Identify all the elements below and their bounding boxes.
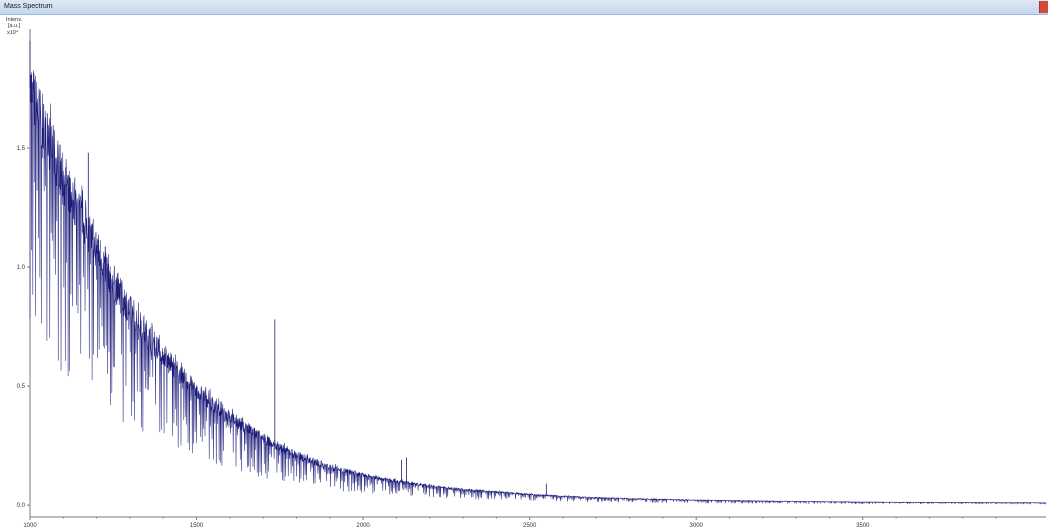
- x-tick-label: 1500: [190, 523, 204, 529]
- y-axis-label-line-1: Intens.: [6, 17, 23, 23]
- window-title: Mass Spectrum: [4, 3, 53, 10]
- y-tick-label: 0.0: [17, 503, 26, 509]
- title-bar[interactable]: Mass Spectrum: [0, 0, 1048, 15]
- y-multiplier: x10⁴: [7, 29, 19, 36]
- close-button[interactable]: [1039, 1, 1048, 13]
- spectrum-plot[interactable]: Intens. [a.u.] x10⁴ 0.0 0.5 1.0 1.5 1000 150…: [0, 15, 1048, 529]
- x-tick-label: 3000: [690, 523, 704, 529]
- x-tick-label: 3500: [856, 523, 870, 529]
- axes: [29, 29, 1046, 518]
- x-tick-label: 2500: [523, 523, 537, 529]
- spectrum-trace: [29, 70, 1047, 505]
- x-tick-label: 1000: [23, 523, 37, 529]
- y-tick-label: 1.5: [17, 146, 26, 152]
- x-ticks: 1000 1500 2000 2500 3000 3500: [23, 517, 997, 529]
- y-tick-label: 0.5: [17, 384, 26, 390]
- x-tick-label: 2000: [356, 523, 370, 529]
- y-axis-label: Intens. [a.u.] x10⁴: [6, 17, 23, 36]
- y-ticks: 0.0 0.5 1.0 1.5: [17, 146, 30, 509]
- series-spectrum: [29, 40, 1047, 505]
- y-axis-label-line-2: [a.u.]: [8, 23, 21, 29]
- y-tick-label: 1.0: [17, 265, 26, 271]
